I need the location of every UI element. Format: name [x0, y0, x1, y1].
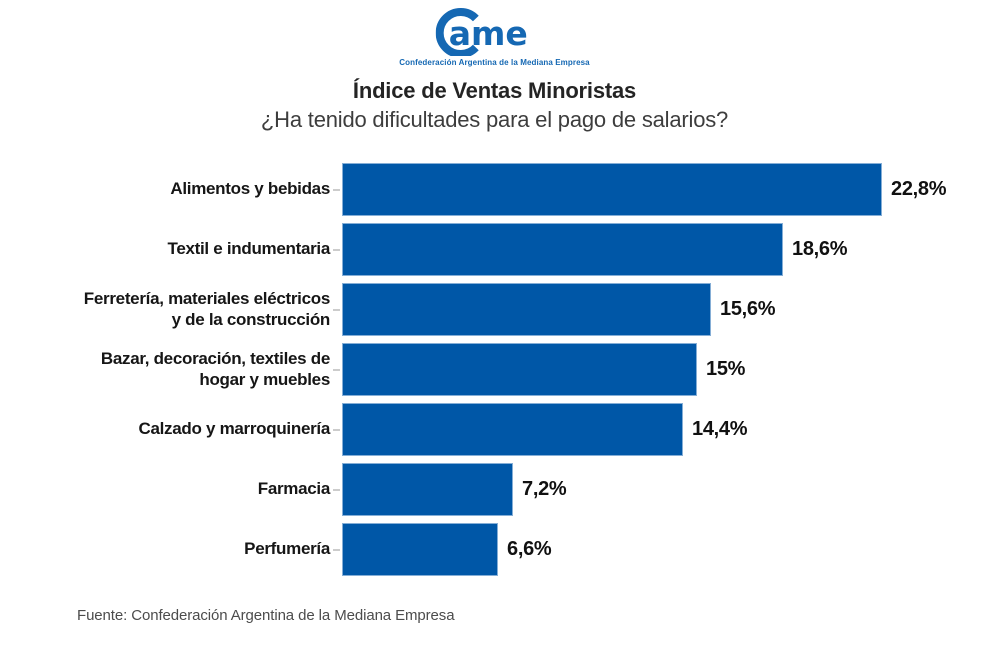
chart-title: Índice de Ventas Minoristas — [352, 78, 637, 103]
bar — [342, 223, 783, 276]
bar-row: Calzado y marroquinería 14,4% — [0, 403, 989, 456]
value-label: 22,8% — [891, 178, 947, 200]
tick-mark — [332, 368, 340, 371]
bar-row: Bazar, decoración, textiles de hogar y m… — [0, 343, 989, 396]
bar-chart: Alimentos y bebidas 22,8% Textil e indumen… — [0, 163, 989, 576]
value-label: 15% — [706, 358, 746, 380]
bar — [342, 523, 498, 576]
logo-wordmark: ame — [448, 14, 527, 53]
tick-mark — [332, 428, 340, 431]
tick-mark — [332, 488, 340, 491]
value-label: 14,4% — [692, 418, 748, 440]
bar-row: Ferretería, materiales eléctricos y de l… — [0, 283, 989, 336]
bar — [342, 343, 697, 396]
came-logo-icon: ame — [435, 8, 528, 56]
bar-row: Perfumería 6,6% — [0, 523, 989, 576]
logo-tagline: Confederación Argentina de la Mediana Em… — [399, 58, 590, 67]
bar-row: Textil e indumentaria 18,6% — [0, 223, 989, 276]
chart-subtitle: ¿Ha tenido dificultades para el pago de … — [260, 107, 729, 132]
came-logo: ame Confederación Argentina de la Median… — [399, 8, 590, 67]
value-label: 6,6% — [507, 538, 552, 560]
source-note: Fuente: Confederación Argentina de la Me… — [77, 607, 455, 624]
bar — [342, 403, 683, 456]
category-label: Farmacia — [257, 479, 331, 499]
category-label: Alimentos y bebidas — [170, 179, 330, 199]
bar-row: Alimentos y bebidas 22,8% — [0, 163, 989, 216]
bar — [342, 163, 882, 216]
value-label: 7,2% — [522, 478, 567, 500]
bar-row: Farmacia 7,2% — [0, 463, 989, 516]
tick-mark — [332, 548, 340, 551]
tick-mark — [332, 308, 340, 311]
value-label: 18,6% — [792, 238, 848, 260]
category-label: Calzado y marroquinería — [138, 419, 331, 439]
category-label: Textil e indumentaria — [167, 239, 331, 259]
category-label: Ferretería, materiales eléctricos y de l… — [83, 289, 331, 329]
tick-mark — [332, 248, 340, 251]
category-label: Perfumería — [244, 539, 330, 559]
value-label: 15,6% — [720, 298, 776, 320]
category-label: Bazar, decoración, textiles de hogar y m… — [100, 349, 330, 389]
bar — [342, 463, 513, 516]
bar — [342, 283, 711, 336]
tick-mark — [332, 188, 340, 191]
